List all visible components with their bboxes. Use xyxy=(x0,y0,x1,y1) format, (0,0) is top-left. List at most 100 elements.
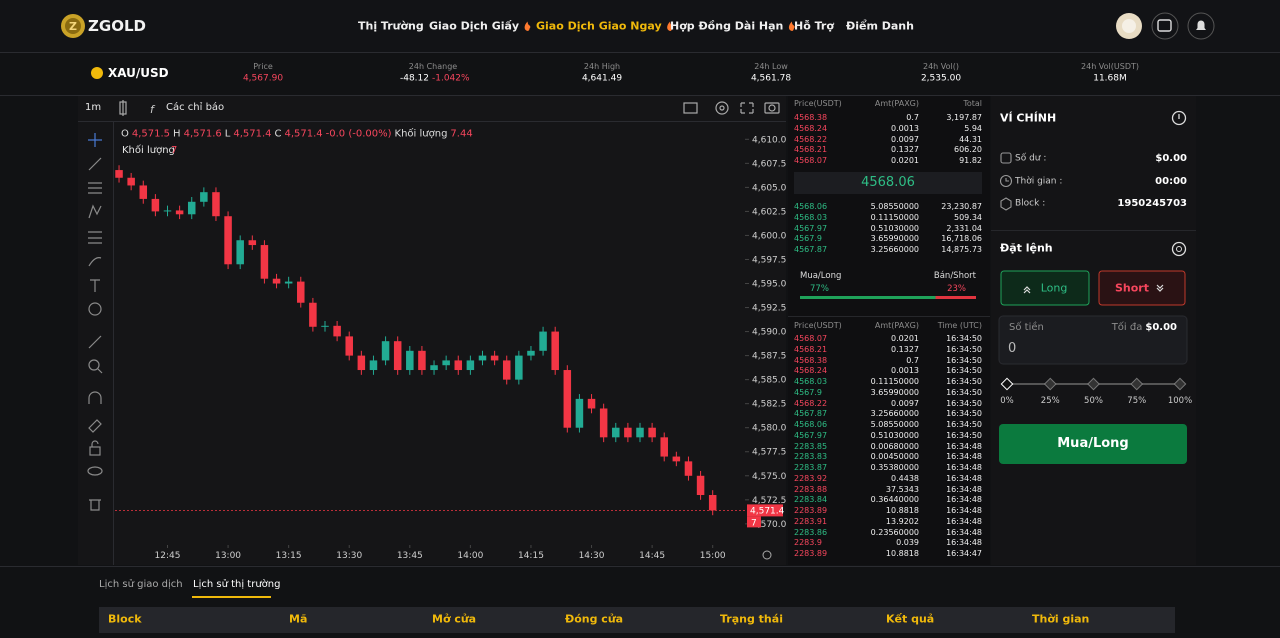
history-column: Mở cửa xyxy=(432,612,477,626)
y-tick-label: 4,587.5 xyxy=(752,352,786,362)
trade-amount: 0.039 xyxy=(896,538,919,548)
slider-stop[interactable] xyxy=(1043,377,1057,391)
trade-price: 2283.92 xyxy=(794,473,828,483)
buy-ratio-bar xyxy=(800,296,936,299)
trade-time: 16:34:50 xyxy=(946,366,982,376)
candle-body xyxy=(636,427,644,438)
y-tick-label: 4,597.5 xyxy=(752,255,786,265)
interval[interactable]: 1m xyxy=(85,102,102,113)
stat-label: 24h Vol(USDT) xyxy=(1081,62,1139,72)
nav-item[interactable]: Giao Dịch Giấy xyxy=(429,19,520,33)
short-label[interactable]: Short xyxy=(1115,281,1149,295)
amount-value[interactable]: 0 xyxy=(1008,341,1017,357)
hot-icon xyxy=(788,21,795,31)
trade-price: 2283.89 xyxy=(794,549,828,559)
trade-price: 2283.86 xyxy=(794,527,828,537)
short-button[interactable] xyxy=(1098,270,1186,306)
max-value: $0.00 xyxy=(1145,322,1177,333)
trade-time: 16:34:50 xyxy=(946,420,982,430)
trade-time: 16:34:50 xyxy=(946,334,982,344)
history-tab[interactable]: Lịch sử thị trường xyxy=(193,579,281,590)
x-tick-label: 14:45 xyxy=(639,551,665,561)
candle-body xyxy=(151,198,160,212)
x-tick-label: 14:30 xyxy=(579,551,605,561)
candle-body xyxy=(502,360,511,380)
stat-label: 24h Low xyxy=(754,62,788,72)
bid-cell: 4567.9 xyxy=(794,234,822,244)
trade-amount: 0.0201 xyxy=(891,334,919,344)
candle-body xyxy=(575,398,584,428)
ask-cell: 3,197.87 xyxy=(946,113,982,123)
candle-body xyxy=(369,360,378,371)
history-tab[interactable]: Lịch sử giao dịch xyxy=(99,579,183,590)
submit-label[interactable]: Mua/Long xyxy=(1057,436,1129,452)
trade-price: 2283.85 xyxy=(794,441,828,451)
submit-button[interactable] xyxy=(999,424,1187,464)
stat-change: -1.042% xyxy=(432,73,470,84)
trade-price: 4567.97 xyxy=(794,430,828,440)
nav-item[interactable]: Thị Trường xyxy=(358,19,424,33)
book-header: Total xyxy=(963,99,982,109)
nav-item[interactable]: Hợp Đồng Dài Hạn xyxy=(670,19,784,33)
candle-body xyxy=(454,360,463,371)
nav-item[interactable]: Hỗ Trợ xyxy=(794,19,834,33)
trade-amount: 0.0013 xyxy=(891,366,919,376)
volume-key: Khối lượng xyxy=(394,128,448,140)
slider-stop[interactable] xyxy=(1173,377,1187,391)
volume-pane-label: Khối lượng xyxy=(122,145,175,156)
candle-body xyxy=(406,350,414,371)
slider-stop[interactable] xyxy=(1087,377,1100,391)
order-title: Đặt lệnh xyxy=(1000,241,1053,255)
history-column: Thời gian xyxy=(1032,612,1090,626)
long-label[interactable]: Long xyxy=(1040,281,1068,295)
max-label: Tối đa xyxy=(1111,322,1143,333)
trade-time: 16:34:50 xyxy=(946,344,982,354)
nav-item[interactable]: Giao Dịch Giao Ngay xyxy=(536,19,662,33)
x-tick-label: 14:15 xyxy=(518,551,544,561)
candle-body xyxy=(624,427,632,438)
candle-body xyxy=(248,240,257,246)
candle-body xyxy=(490,355,499,361)
hot-icon xyxy=(667,21,673,31)
bid-cell: 0.11150000 xyxy=(870,213,919,222)
slider-stop[interactable] xyxy=(1000,377,1014,391)
ask-cell: 0.1327 xyxy=(891,145,919,155)
amount-label: Số tiền xyxy=(1009,322,1044,333)
sell-ratio: 23% xyxy=(947,283,966,294)
ask-cell: 91.82 xyxy=(959,156,982,166)
slider-label: 75% xyxy=(1127,395,1147,406)
trade-amount: 3.65990000 xyxy=(870,387,919,397)
trade-header: Price(USDT) xyxy=(794,321,842,331)
trade-amount: 37.5343 xyxy=(885,484,919,494)
y-tick-label: 4,610.0 xyxy=(752,135,787,145)
trade-time: 16:34:50 xyxy=(946,430,982,440)
long-button[interactable] xyxy=(1000,270,1090,306)
trade-time: 16:34:50 xyxy=(946,377,982,387)
x-tick-label: 15:00 xyxy=(700,551,726,561)
trade-amount: 10.8818 xyxy=(885,506,919,516)
bid-cell: 4568.06 xyxy=(794,202,828,212)
slider-stop[interactable] xyxy=(1130,377,1144,391)
trade-amount: 0.51030000 xyxy=(870,430,919,440)
ask-cell: 606.20 xyxy=(954,145,982,155)
trade-amount: 0.35380000 xyxy=(870,463,919,473)
volume-pane-value: 7 xyxy=(171,145,178,156)
stat-label: 24h Vol() xyxy=(922,62,960,72)
candle-body xyxy=(430,365,438,371)
ohlc-key: O xyxy=(121,128,129,140)
last-price-tag xyxy=(747,504,783,517)
candle-body xyxy=(260,245,269,279)
x-tick-label: 12:45 xyxy=(155,551,181,561)
candle-body xyxy=(357,355,366,371)
trade-header: Time (UTC) xyxy=(937,321,982,331)
nav-item[interactable]: Điểm Danh xyxy=(846,19,914,33)
amount-input[interactable] xyxy=(998,315,1188,365)
candle-body xyxy=(527,350,535,356)
ohlc-key: L xyxy=(224,128,231,140)
indicators[interactable]: Các chỉ báo xyxy=(166,102,225,113)
trade-price: 4568.21 xyxy=(794,344,828,354)
candle-body xyxy=(684,461,693,476)
